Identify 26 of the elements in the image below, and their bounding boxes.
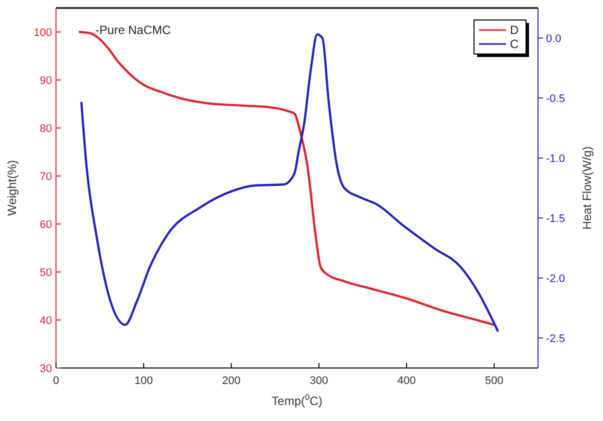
x-tick-label: 0 [52,375,60,387]
text: -Pure NaCMC [95,23,172,37]
y-tick-label: 70 [40,171,52,183]
y2-tick-label: -2.0 [546,273,565,285]
y2-tick-label: 0.0 [546,33,562,45]
x-tick-label: 200 [222,375,240,387]
y2-tick-label: -1.0 [546,153,565,165]
y2-axis-title: Heat Flow(W/g) [580,146,594,230]
y-tick-label: 80 [40,123,52,135]
y-tick-label: 40 [40,315,52,327]
y-tick-label: 60 [40,219,52,231]
y-tick-label: 30 [40,363,52,375]
legend-label: C [510,37,519,51]
x-tick-label: 400 [397,375,416,387]
y-tick-label: 100 [34,27,52,39]
y-axis-title: Weight(%) [5,160,19,216]
x-tick-label: 300 [310,375,328,387]
y-tick-label: 50 [40,267,52,279]
legend-label: D [510,23,519,37]
y2-tick-label: -2.5 [546,333,565,345]
x-axis-title: Temp($^{0}$C) [272,392,322,408]
x-tick-label: 100 [134,375,153,387]
x-tick-label: 500 [485,375,504,387]
y2-tick-label: -0.5 [546,93,565,105]
y-tick-label: 90 [40,75,52,87]
y2-tick-label: -1.5 [546,213,565,225]
